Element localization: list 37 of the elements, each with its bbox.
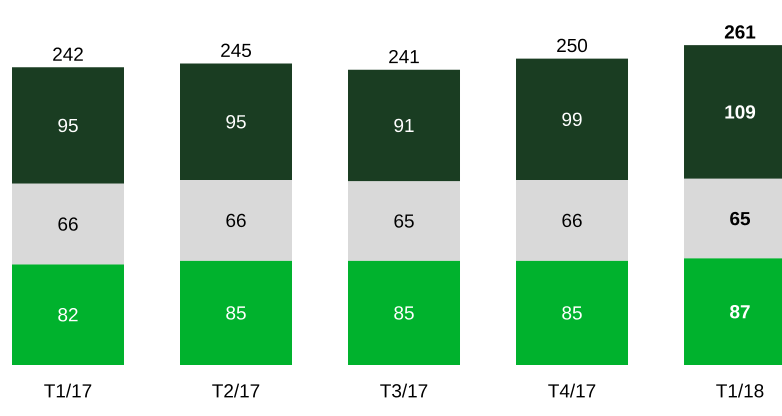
x-tick-label: T1/18	[716, 384, 764, 398]
bar	[516, 260, 628, 365]
bar	[180, 64, 292, 180]
bar	[348, 70, 460, 182]
data-label: 109	[725, 105, 756, 119]
data-label: 65	[394, 214, 414, 228]
bar	[12, 264, 124, 365]
bar	[180, 180, 292, 261]
data-label: 66	[58, 217, 78, 231]
bar	[12, 67, 124, 184]
total-label: 241	[389, 50, 419, 64]
data-label: 65	[730, 212, 750, 226]
total-label: 245	[221, 44, 251, 58]
bar	[348, 260, 460, 365]
bar	[12, 184, 124, 265]
total-label: 261	[724, 25, 756, 39]
bar	[516, 58, 628, 180]
bar	[348, 181, 460, 261]
data-label: 95	[58, 118, 78, 132]
data-label: 85	[394, 306, 414, 320]
x-tick-label: T2/17	[212, 384, 260, 398]
data-label: 91	[394, 118, 414, 132]
data-label: 82	[58, 308, 78, 322]
data-label: 66	[562, 214, 582, 228]
bar	[180, 260, 292, 365]
data-label: 95	[226, 115, 246, 128]
x-tick-label: T4/17	[548, 384, 596, 398]
total-label: 250	[557, 38, 588, 52]
data-label: 87	[730, 304, 750, 318]
x-tick-label: T1/17	[44, 384, 92, 398]
x-tick-label: T3/17	[380, 384, 428, 398]
data-label: 85	[562, 306, 582, 320]
total-label: 242	[53, 48, 83, 61]
data-label: 66	[226, 214, 246, 228]
data-label: 99	[562, 112, 582, 126]
bar	[516, 180, 628, 261]
data-label: 85	[226, 306, 246, 320]
